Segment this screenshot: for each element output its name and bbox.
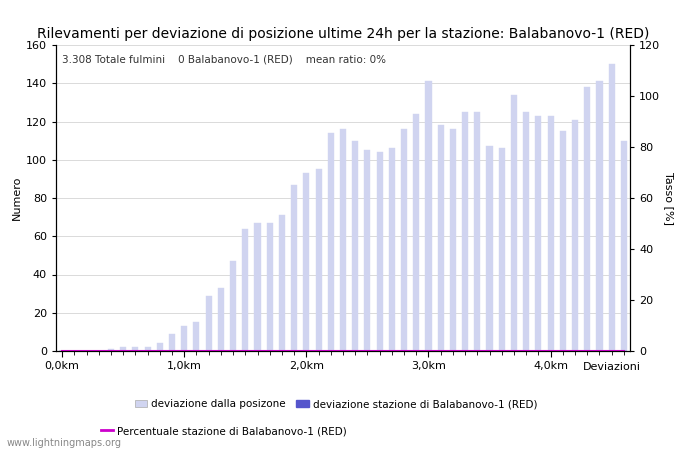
Bar	[498, 148, 505, 351]
Bar	[389, 148, 395, 351]
Bar	[255, 223, 260, 351]
Bar	[523, 112, 529, 351]
Bar	[279, 215, 285, 351]
Bar	[316, 169, 321, 351]
Bar	[132, 347, 139, 351]
Y-axis label: Numero: Numero	[12, 176, 22, 220]
Bar	[157, 343, 163, 351]
Bar	[144, 347, 150, 351]
Text: Deviazioni: Deviazioni	[582, 362, 640, 372]
Bar	[218, 288, 224, 351]
Bar	[230, 261, 236, 351]
Bar	[560, 131, 566, 351]
Bar	[340, 129, 346, 351]
Bar	[193, 322, 199, 351]
Bar	[547, 116, 554, 351]
Bar	[584, 87, 590, 351]
Bar	[621, 140, 627, 351]
Legend: Percentuale stazione di Balabanovo-1 (RED): Percentuale stazione di Balabanovo-1 (RE…	[97, 422, 351, 440]
Bar	[377, 152, 383, 351]
Bar	[352, 140, 358, 351]
Bar	[608, 64, 615, 351]
Bar	[120, 347, 126, 351]
Bar	[438, 125, 444, 351]
Bar	[401, 129, 407, 351]
Bar	[328, 133, 334, 351]
Bar	[181, 326, 188, 351]
Bar	[365, 150, 370, 351]
Y-axis label: Tasso [%]: Tasso [%]	[664, 171, 674, 225]
Bar	[108, 349, 114, 351]
Legend: deviazione dalla posizone, deviazione stazione di Balabanovo-1 (RED): deviazione dalla posizone, deviazione st…	[130, 395, 542, 413]
Bar	[267, 223, 273, 351]
Bar	[572, 120, 578, 351]
Bar	[242, 229, 248, 351]
Bar	[450, 129, 456, 351]
Bar	[169, 334, 175, 351]
Bar	[303, 173, 309, 351]
Title: Rilevamenti per deviazione di posizione ultime 24h per la stazione: Balabanovo-1: Rilevamenti per deviazione di posizione …	[37, 27, 649, 41]
Bar	[536, 116, 542, 351]
Bar	[596, 81, 603, 351]
Bar	[426, 81, 431, 351]
Text: www.lightningmaps.org: www.lightningmaps.org	[7, 438, 122, 448]
Bar	[511, 94, 517, 351]
Bar	[462, 112, 468, 351]
Text: 3.308 Totale fulmini    0 Balabanovo-1 (RED)    mean ratio: 0%: 3.308 Totale fulmini 0 Balabanovo-1 (RED…	[62, 54, 386, 64]
Bar	[206, 296, 211, 351]
Bar	[291, 184, 298, 351]
Bar	[413, 114, 419, 351]
Bar	[486, 146, 493, 351]
Bar	[475, 112, 480, 351]
